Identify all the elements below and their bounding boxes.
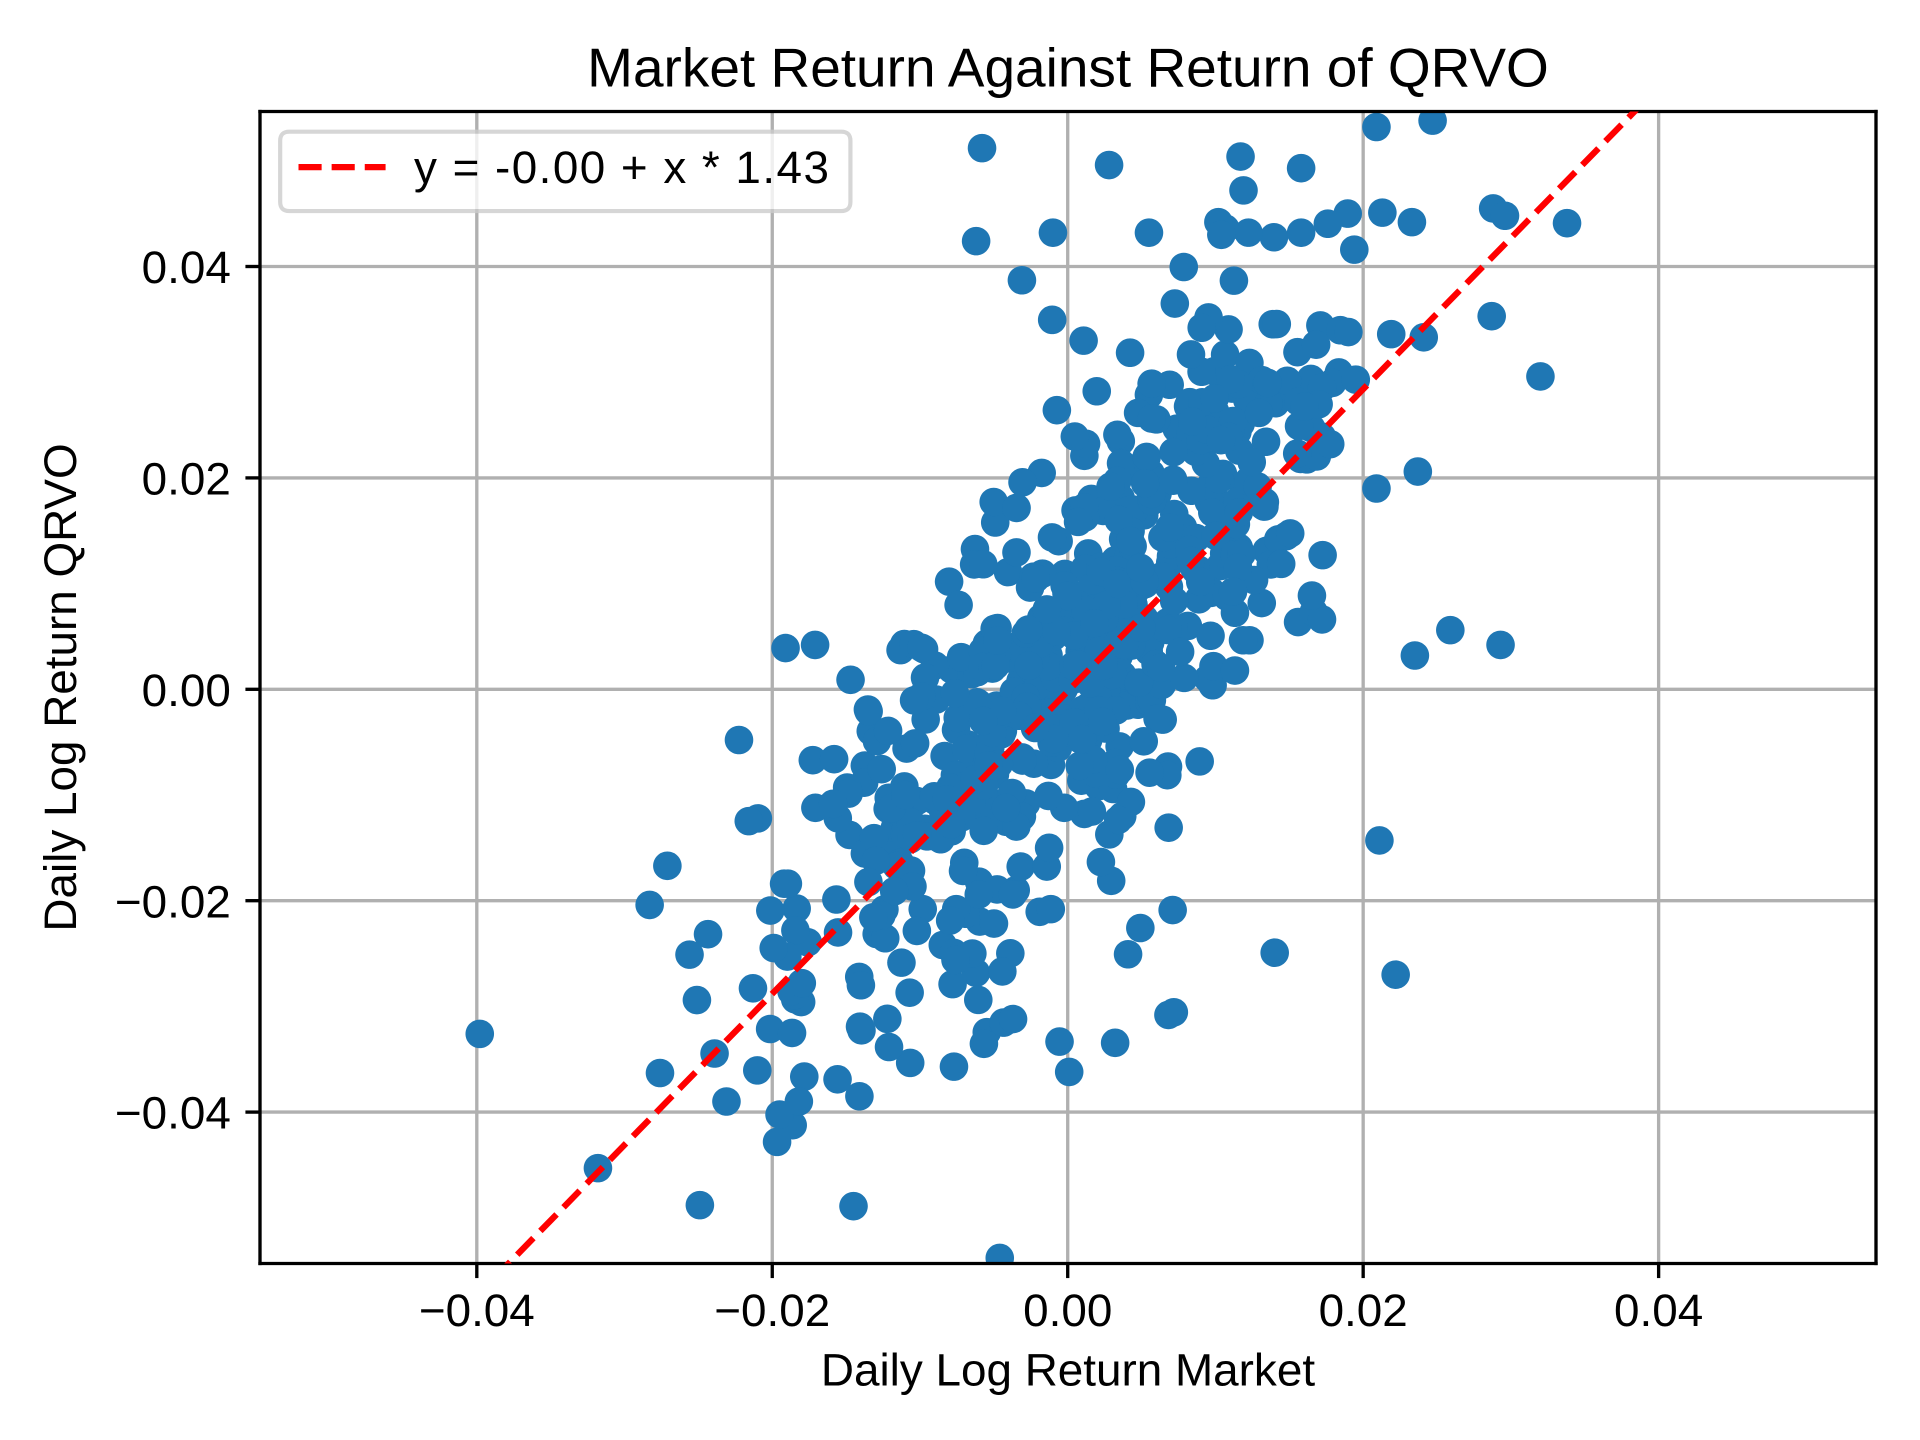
svg-text:Daily Log Return QRVO: Daily Log Return QRVO (35, 443, 86, 931)
svg-text:0.02: 0.02 (1319, 1285, 1408, 1336)
svg-text:0.04: 0.04 (142, 242, 231, 293)
svg-text:−0.04: −0.04 (419, 1285, 535, 1336)
svg-text:Market Return Against Return o: Market Return Against Return of QRVO (587, 37, 1549, 99)
svg-text:−0.02: −0.02 (115, 876, 231, 927)
svg-text:0.04: 0.04 (1614, 1285, 1703, 1336)
svg-text:−0.02: −0.02 (714, 1285, 830, 1336)
svg-text:0.02: 0.02 (142, 454, 231, 505)
svg-text:Daily Log Return Market: Daily Log Return Market (821, 1344, 1315, 1395)
svg-text:−0.04: −0.04 (115, 1088, 231, 1139)
svg-text:0.00: 0.00 (142, 665, 231, 716)
svg-text:0.00: 0.00 (1023, 1285, 1112, 1336)
svg-text:y = -0.00 + x * 1.43: y = -0.00 + x * 1.43 (414, 142, 830, 193)
